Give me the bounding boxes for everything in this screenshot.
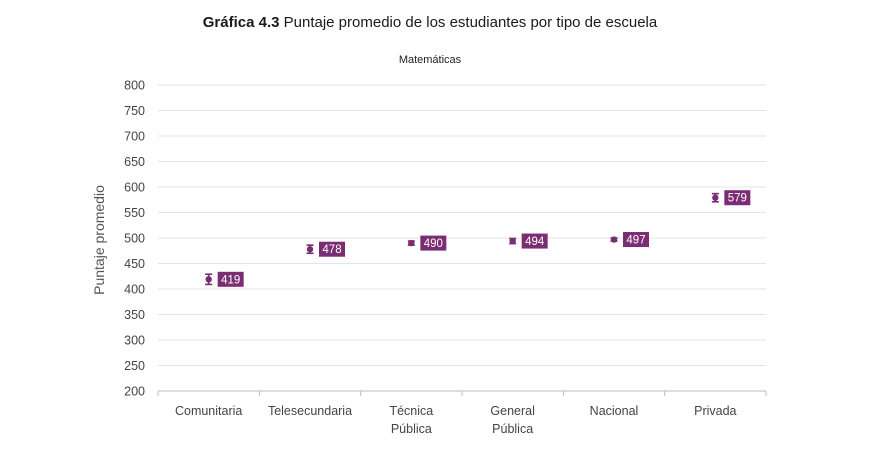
data-marks: 419 478 490 494 497 579 <box>205 190 751 287</box>
y-tick-750: 750 <box>124 104 145 118</box>
data-point <box>610 236 618 243</box>
data-label-box <box>217 271 244 287</box>
data-point <box>205 276 212 283</box>
y-tick-550: 550 <box>124 206 145 220</box>
category-label-4: Nacional <box>590 404 639 418</box>
x-axis <box>157 390 767 396</box>
category-label-5: Privada <box>694 404 736 418</box>
y-axis-label: Puntaje promedio <box>91 185 107 295</box>
data-label: 490 <box>424 238 443 250</box>
category-label-0: Comunitaria <box>175 404 242 418</box>
data-point <box>509 237 516 245</box>
data-label: 419 <box>221 274 240 286</box>
data-label-box <box>420 235 447 251</box>
category-label-line: Nacional <box>590 404 639 418</box>
data-label-box <box>521 233 548 249</box>
data-label-box <box>623 232 649 248</box>
category-label-line: Privada <box>694 404 736 418</box>
y-tick-700: 700 <box>124 130 145 144</box>
data-label: 494 <box>525 236 545 248</box>
category-label-line: Telesecundaria <box>268 404 352 418</box>
category-label-line: Pública <box>391 422 432 436</box>
y-tick-650: 650 <box>124 155 145 169</box>
y-tick-labels: 200 250 300 350 400 450 500 550 600 650 700 750 800 <box>124 79 145 399</box>
figure-number: Gráfica 4.3 <box>202 14 280 31</box>
data-label: 478 <box>322 244 341 256</box>
y-tick-450: 450 <box>124 257 145 271</box>
category-label-line: General <box>490 404 534 418</box>
y-tick-200: 200 <box>124 385 145 399</box>
y-tick-800: 800 <box>124 79 145 93</box>
data-point <box>306 246 314 253</box>
category-label-2: Técnica Pública <box>389 404 433 436</box>
y-tick-500: 500 <box>124 232 145 246</box>
figure-title: Gráfica 4.3 Puntaje promedio de los estu… <box>0 14 860 31</box>
y-tick-400: 400 <box>124 283 145 297</box>
y-tick-350: 350 <box>124 308 145 322</box>
category-label-3: General Pública <box>490 404 534 436</box>
chart-subtitle: Matemáticas <box>399 54 462 66</box>
data-label-box <box>319 241 345 257</box>
data-label: 579 <box>728 193 747 205</box>
figure-title-text: Puntaje promedio de los estudiantes por … <box>283 14 658 31</box>
category-label-line: Técnica <box>389 404 433 418</box>
category-label-1: Telesecundaria <box>268 404 352 418</box>
grid-lines <box>158 84 766 366</box>
data-label-box <box>724 190 751 206</box>
y-tick-600: 600 <box>124 181 145 195</box>
data-point <box>408 239 415 247</box>
x-tick-labels: Comunitaria Telesecundaria Técnica PúblicaG… <box>175 404 737 436</box>
category-label-line: Comunitaria <box>175 404 242 418</box>
category-label-line: Pública <box>492 422 533 436</box>
data-point <box>712 194 719 201</box>
y-tick-300: 300 <box>124 334 145 348</box>
data-label: 497 <box>626 235 645 247</box>
y-tick-250: 250 <box>124 359 145 373</box>
